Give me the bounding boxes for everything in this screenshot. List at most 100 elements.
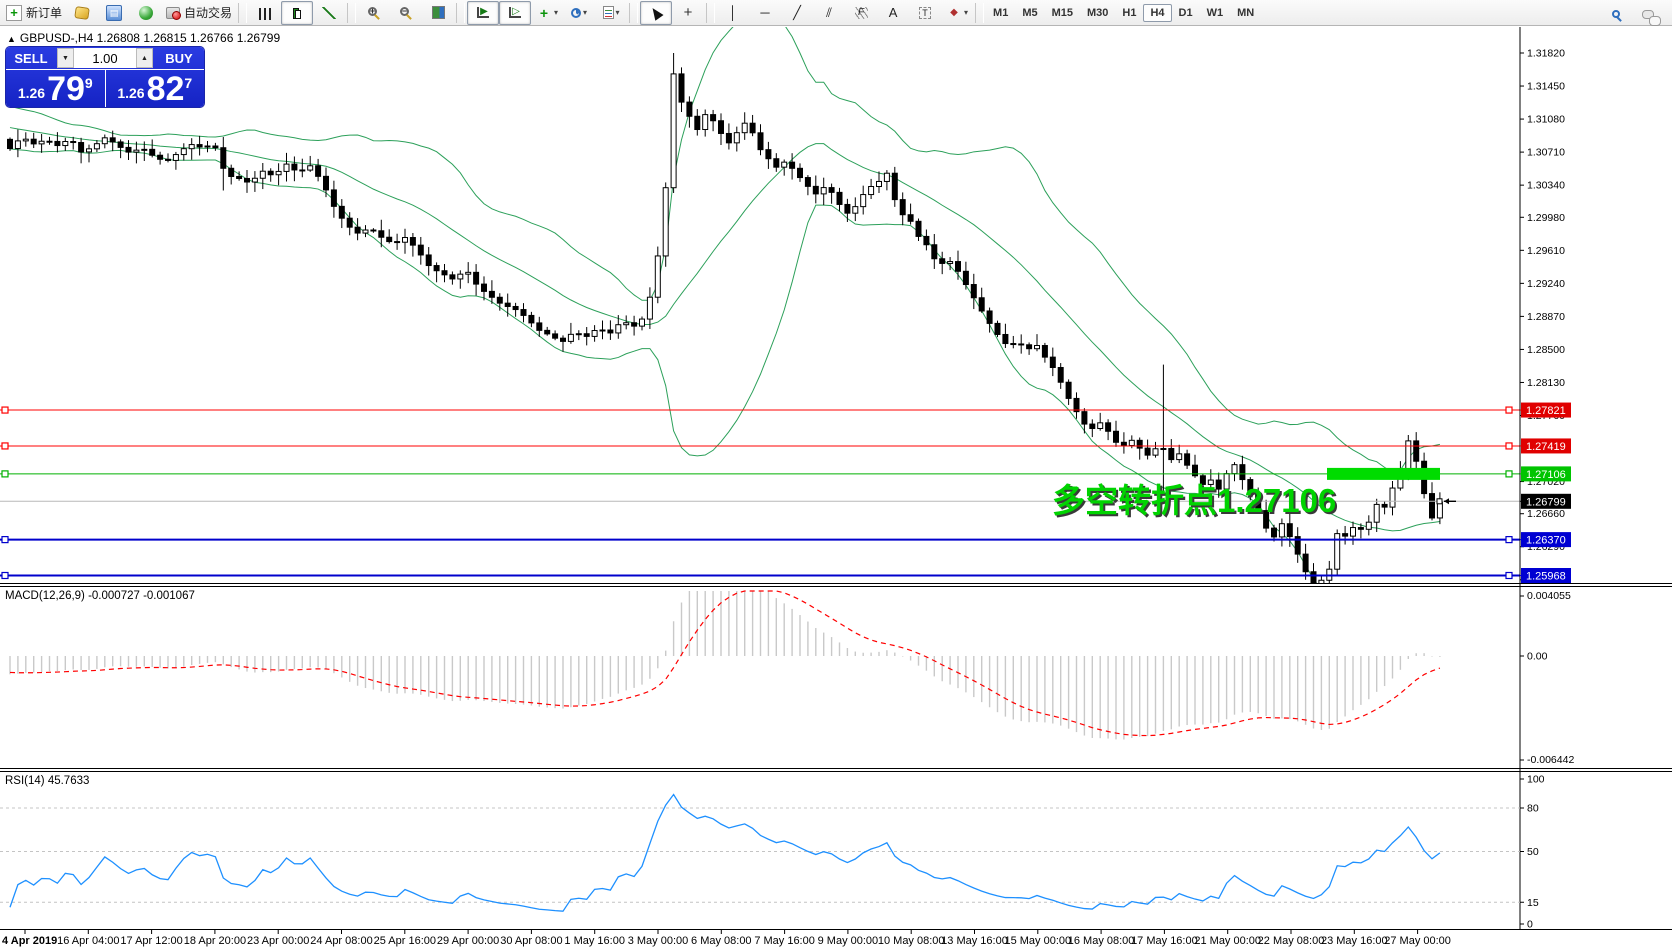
toolbar-separator bbox=[347, 2, 357, 23]
new-order-icon bbox=[6, 4, 22, 21]
crosshair-button[interactable] bbox=[672, 1, 704, 25]
dropdown-arrow-icon[interactable]: ▾ bbox=[583, 8, 588, 17]
svg-text:1.30710: 1.30710 bbox=[1527, 147, 1565, 159]
rsi-indicator-label: RSI(14) 45.7633 bbox=[5, 775, 90, 787]
autotrade-icon bbox=[166, 6, 182, 20]
volume-input[interactable] bbox=[74, 48, 136, 68]
buy-price-button[interactable]: 1.26 82 7 bbox=[106, 70, 205, 107]
trendline-icon bbox=[789, 5, 805, 21]
cursor-icon bbox=[648, 4, 664, 21]
templates-button[interactable]: ▾ bbox=[595, 1, 627, 25]
fibonacci-button[interactable] bbox=[845, 1, 877, 25]
buy-button[interactable]: BUY bbox=[165, 50, 193, 66]
collapse-triangle-icon[interactable]: ▲ bbox=[7, 34, 16, 44]
svg-text:1.29980: 1.29980 bbox=[1527, 212, 1565, 224]
svg-text:30 Apr 08:00: 30 Apr 08:00 bbox=[500, 935, 562, 947]
arrows-button[interactable]: ▾ bbox=[941, 1, 973, 25]
svg-text:100: 100 bbox=[1527, 774, 1545, 786]
navigator-icon-icon bbox=[106, 4, 123, 21]
chart-shift-icon bbox=[509, 7, 522, 18]
svg-text:-0.006442: -0.006442 bbox=[1527, 754, 1574, 766]
cursor-button[interactable] bbox=[640, 0, 673, 25]
tile-windows-icon bbox=[431, 6, 445, 19]
timeframe-m5-button[interactable]: M5 bbox=[1022, 6, 1038, 19]
autotrade-button[interactable]: 自动交易 bbox=[162, 1, 236, 25]
svg-text:1.28870: 1.28870 bbox=[1527, 311, 1565, 323]
svg-text:16 Apr 04:00: 16 Apr 04:00 bbox=[57, 935, 119, 947]
zoom-in-button[interactable] bbox=[358, 1, 390, 25]
fibonacci-icon bbox=[854, 6, 868, 19]
trendline-button[interactable] bbox=[781, 1, 813, 25]
sell-price-button[interactable]: 1.26 79 9 bbox=[6, 70, 106, 107]
bar-chart-icon bbox=[259, 7, 272, 20]
dropdown-arrow-icon[interactable]: ▾ bbox=[615, 8, 620, 17]
toolbar-separator bbox=[706, 2, 716, 23]
svg-text:1.28500: 1.28500 bbox=[1527, 344, 1565, 356]
candlestick-chart-button[interactable] bbox=[281, 0, 314, 25]
volume-decrease-button[interactable]: ▼ bbox=[57, 48, 74, 68]
timeframe-h4-button[interactable]: H4 bbox=[1143, 3, 1172, 22]
channel-button[interactable] bbox=[813, 1, 845, 25]
label-button[interactable] bbox=[909, 1, 941, 25]
navigator-icon-button[interactable] bbox=[98, 1, 130, 25]
svg-text:24 Apr 08:00: 24 Apr 08:00 bbox=[310, 935, 372, 947]
toolbar-separator bbox=[629, 2, 639, 23]
one-click-trade-panel: SELL ▼ ▲ BUY 1.26 79 9 1.26 82 7 bbox=[6, 47, 204, 107]
svg-text:9 May 00:00: 9 May 00:00 bbox=[818, 935, 879, 947]
svg-text:1.27106: 1.27106 bbox=[1526, 469, 1566, 481]
chart-shift-button[interactable] bbox=[499, 0, 532, 25]
svg-text:0.004055: 0.004055 bbox=[1527, 590, 1571, 602]
metaeditor-icon-icon bbox=[74, 5, 90, 20]
zoom-out-button[interactable] bbox=[390, 1, 422, 25]
horizontal-line-button[interactable] bbox=[749, 1, 781, 25]
svg-text:0: 0 bbox=[1527, 919, 1533, 931]
timeframe-w1-button[interactable]: W1 bbox=[1206, 6, 1224, 19]
search-button[interactable] bbox=[1600, 2, 1632, 26]
templates-icon bbox=[602, 6, 614, 19]
svg-text:1.26370: 1.26370 bbox=[1526, 535, 1566, 547]
periods-icon bbox=[571, 7, 582, 18]
timeframe-m1-button[interactable]: M1 bbox=[993, 6, 1009, 19]
periods-button[interactable]: ▾ bbox=[563, 1, 595, 25]
bar-chart-button[interactable] bbox=[249, 1, 281, 25]
svg-text:1.27821: 1.27821 bbox=[1526, 405, 1566, 417]
svg-text:23 Apr 00:00: 23 Apr 00:00 bbox=[247, 935, 309, 947]
timeframe-m30-button[interactable]: M30 bbox=[1087, 6, 1109, 19]
sell-button[interactable]: SELL bbox=[14, 50, 48, 66]
volume-spinner: ▼ ▲ bbox=[57, 48, 153, 68]
main-toolbar: 新订单 自动交易 ▾ ▾ ▾ ▾ M1 M5 M15 M30 H1 H4 D1 W1 MN bbox=[0, 0, 1672, 26]
timeframe-mn-button[interactable]: MN bbox=[1237, 6, 1255, 19]
timeframe-d1-button[interactable]: D1 bbox=[1178, 6, 1193, 19]
auto-scroll-button[interactable] bbox=[467, 0, 500, 25]
volume-increase-button[interactable]: ▲ bbox=[136, 48, 153, 68]
timeframe-h1-button[interactable]: H1 bbox=[1122, 6, 1137, 19]
new-order-button[interactable]: 新订单 bbox=[2, 1, 66, 25]
toolbar-separator bbox=[975, 2, 985, 23]
svg-text:4 Apr 2019: 4 Apr 2019 bbox=[2, 935, 57, 947]
metaeditor-icon-button[interactable] bbox=[66, 1, 98, 25]
community-icon-button[interactable] bbox=[130, 1, 162, 25]
chat-button[interactable] bbox=[1632, 2, 1664, 26]
svg-text:13 May 16:00: 13 May 16:00 bbox=[941, 935, 1008, 947]
candlestick-chart-icon bbox=[291, 6, 303, 20]
vertical-line-button[interactable] bbox=[717, 1, 749, 25]
autotrade-button-label: 自动交易 bbox=[184, 6, 233, 20]
svg-text:17 Apr 12:00: 17 Apr 12:00 bbox=[120, 935, 182, 947]
tile-windows-button[interactable] bbox=[422, 1, 454, 25]
search-icon bbox=[1612, 10, 1620, 18]
chat-icon bbox=[1642, 9, 1661, 26]
toolbar-separator bbox=[238, 2, 248, 23]
svg-text:1.26799: 1.26799 bbox=[1526, 496, 1566, 508]
timeframe-m15-button[interactable]: M15 bbox=[1051, 6, 1073, 19]
line-chart-button[interactable] bbox=[313, 1, 345, 25]
new-order-button-label: 新订单 bbox=[26, 6, 63, 20]
indicators-button[interactable]: ▾ bbox=[531, 1, 563, 25]
auto-scroll-icon bbox=[477, 7, 490, 18]
dropdown-arrow-icon[interactable]: ▾ bbox=[964, 8, 969, 17]
svg-text:29 Apr 00:00: 29 Apr 00:00 bbox=[437, 935, 499, 947]
svg-text:10 May 08:00: 10 May 08:00 bbox=[878, 935, 945, 947]
symbol-ohlc-title: ▲ GBPUSD-,H4 1.26808 1.26815 1.26766 1.26… bbox=[7, 31, 280, 45]
text-button[interactable] bbox=[877, 1, 909, 25]
dropdown-arrow-icon[interactable]: ▾ bbox=[554, 8, 559, 17]
